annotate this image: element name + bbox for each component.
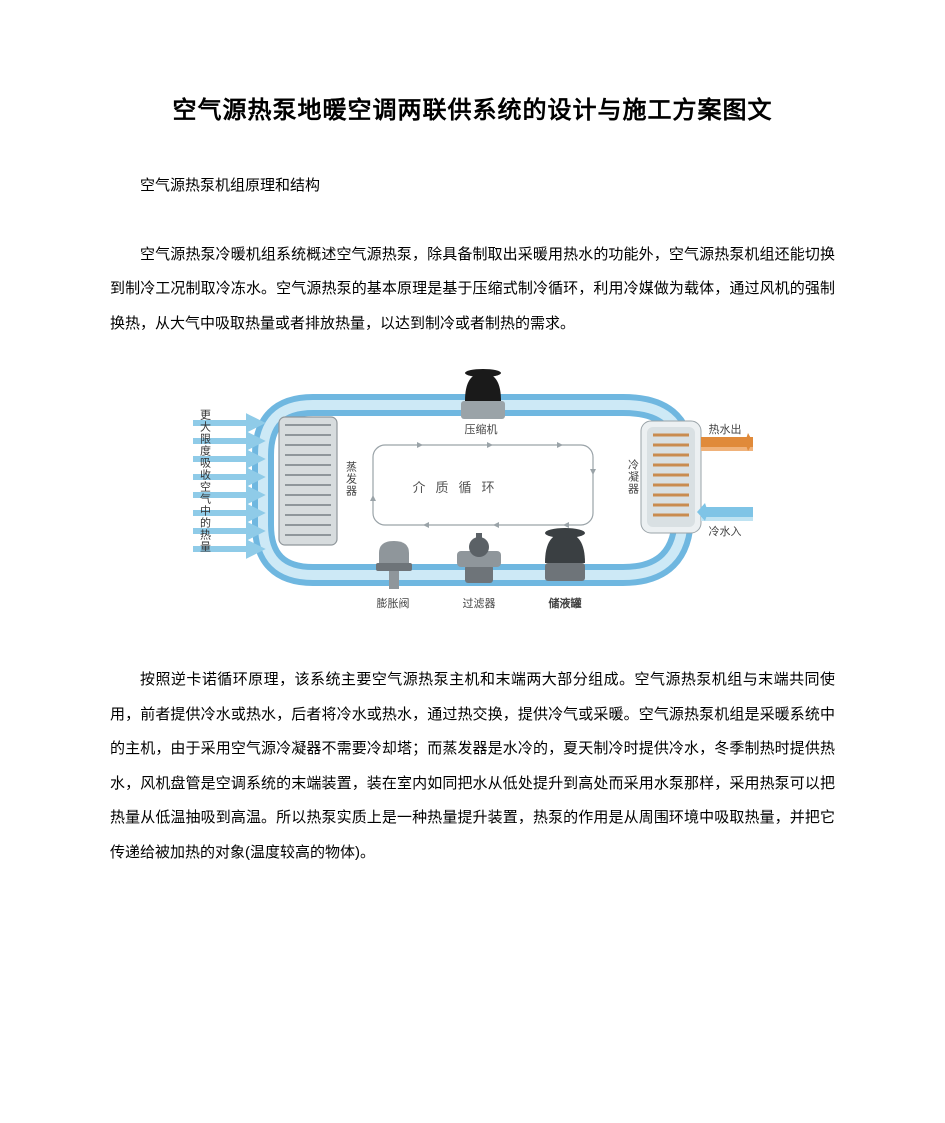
evaporator-shape xyxy=(279,417,337,545)
paragraph-1: 空气源热泵冷暖机组系统概述空气源热泵，除具备制取出采暖用热水的功能外，空气源热泵… xyxy=(110,238,835,342)
cold-water-in-label: 冷水入 xyxy=(709,523,742,539)
evaporator-label: 蒸发器 xyxy=(343,461,359,497)
condenser-shape xyxy=(641,421,701,533)
filter-label: 过滤器 xyxy=(463,595,496,611)
cold-water-in xyxy=(697,503,753,521)
section-subhead: 空气源热泵机组原理和结构 xyxy=(110,169,835,204)
expansion-valve-label: 膨胀阀 xyxy=(377,595,410,611)
condenser-label: 冷凝器 xyxy=(625,459,641,495)
page-title: 空气源热泵地暖空调两联供系统的设计与施工方案图文 xyxy=(110,90,835,125)
hot-water-out-label: 热水出 xyxy=(709,421,742,437)
compressor-label: 压缩机 xyxy=(465,421,498,437)
paragraph-2: 按照逆卡诺循环原理，该系统主要空气源热泵主机和末端两大部分组成。空气源热泵机组与… xyxy=(110,663,835,870)
diagram-container: 更大限度吸收空气中的热量 蒸发器 压缩机 介质循环 冷凝器 热水出 冷水入 膨胀… xyxy=(110,365,835,635)
compressor-shape xyxy=(461,369,505,419)
receiver-shape xyxy=(545,528,585,581)
receiver-label: 储液罐 xyxy=(549,595,582,611)
document-page: 空气源热泵地暖空调两联供系统的设计与施工方案图文 空气源热泵机组原理和结构 空气… xyxy=(0,0,945,1123)
medium-cycle-label: 介质循环 xyxy=(413,477,505,496)
heat-pump-cycle-diagram: 更大限度吸收空气中的热量 蒸发器 压缩机 介质循环 冷凝器 热水出 冷水入 膨胀… xyxy=(193,365,753,635)
air-intake-label: 更大限度吸收空气中的热量 xyxy=(197,409,213,553)
